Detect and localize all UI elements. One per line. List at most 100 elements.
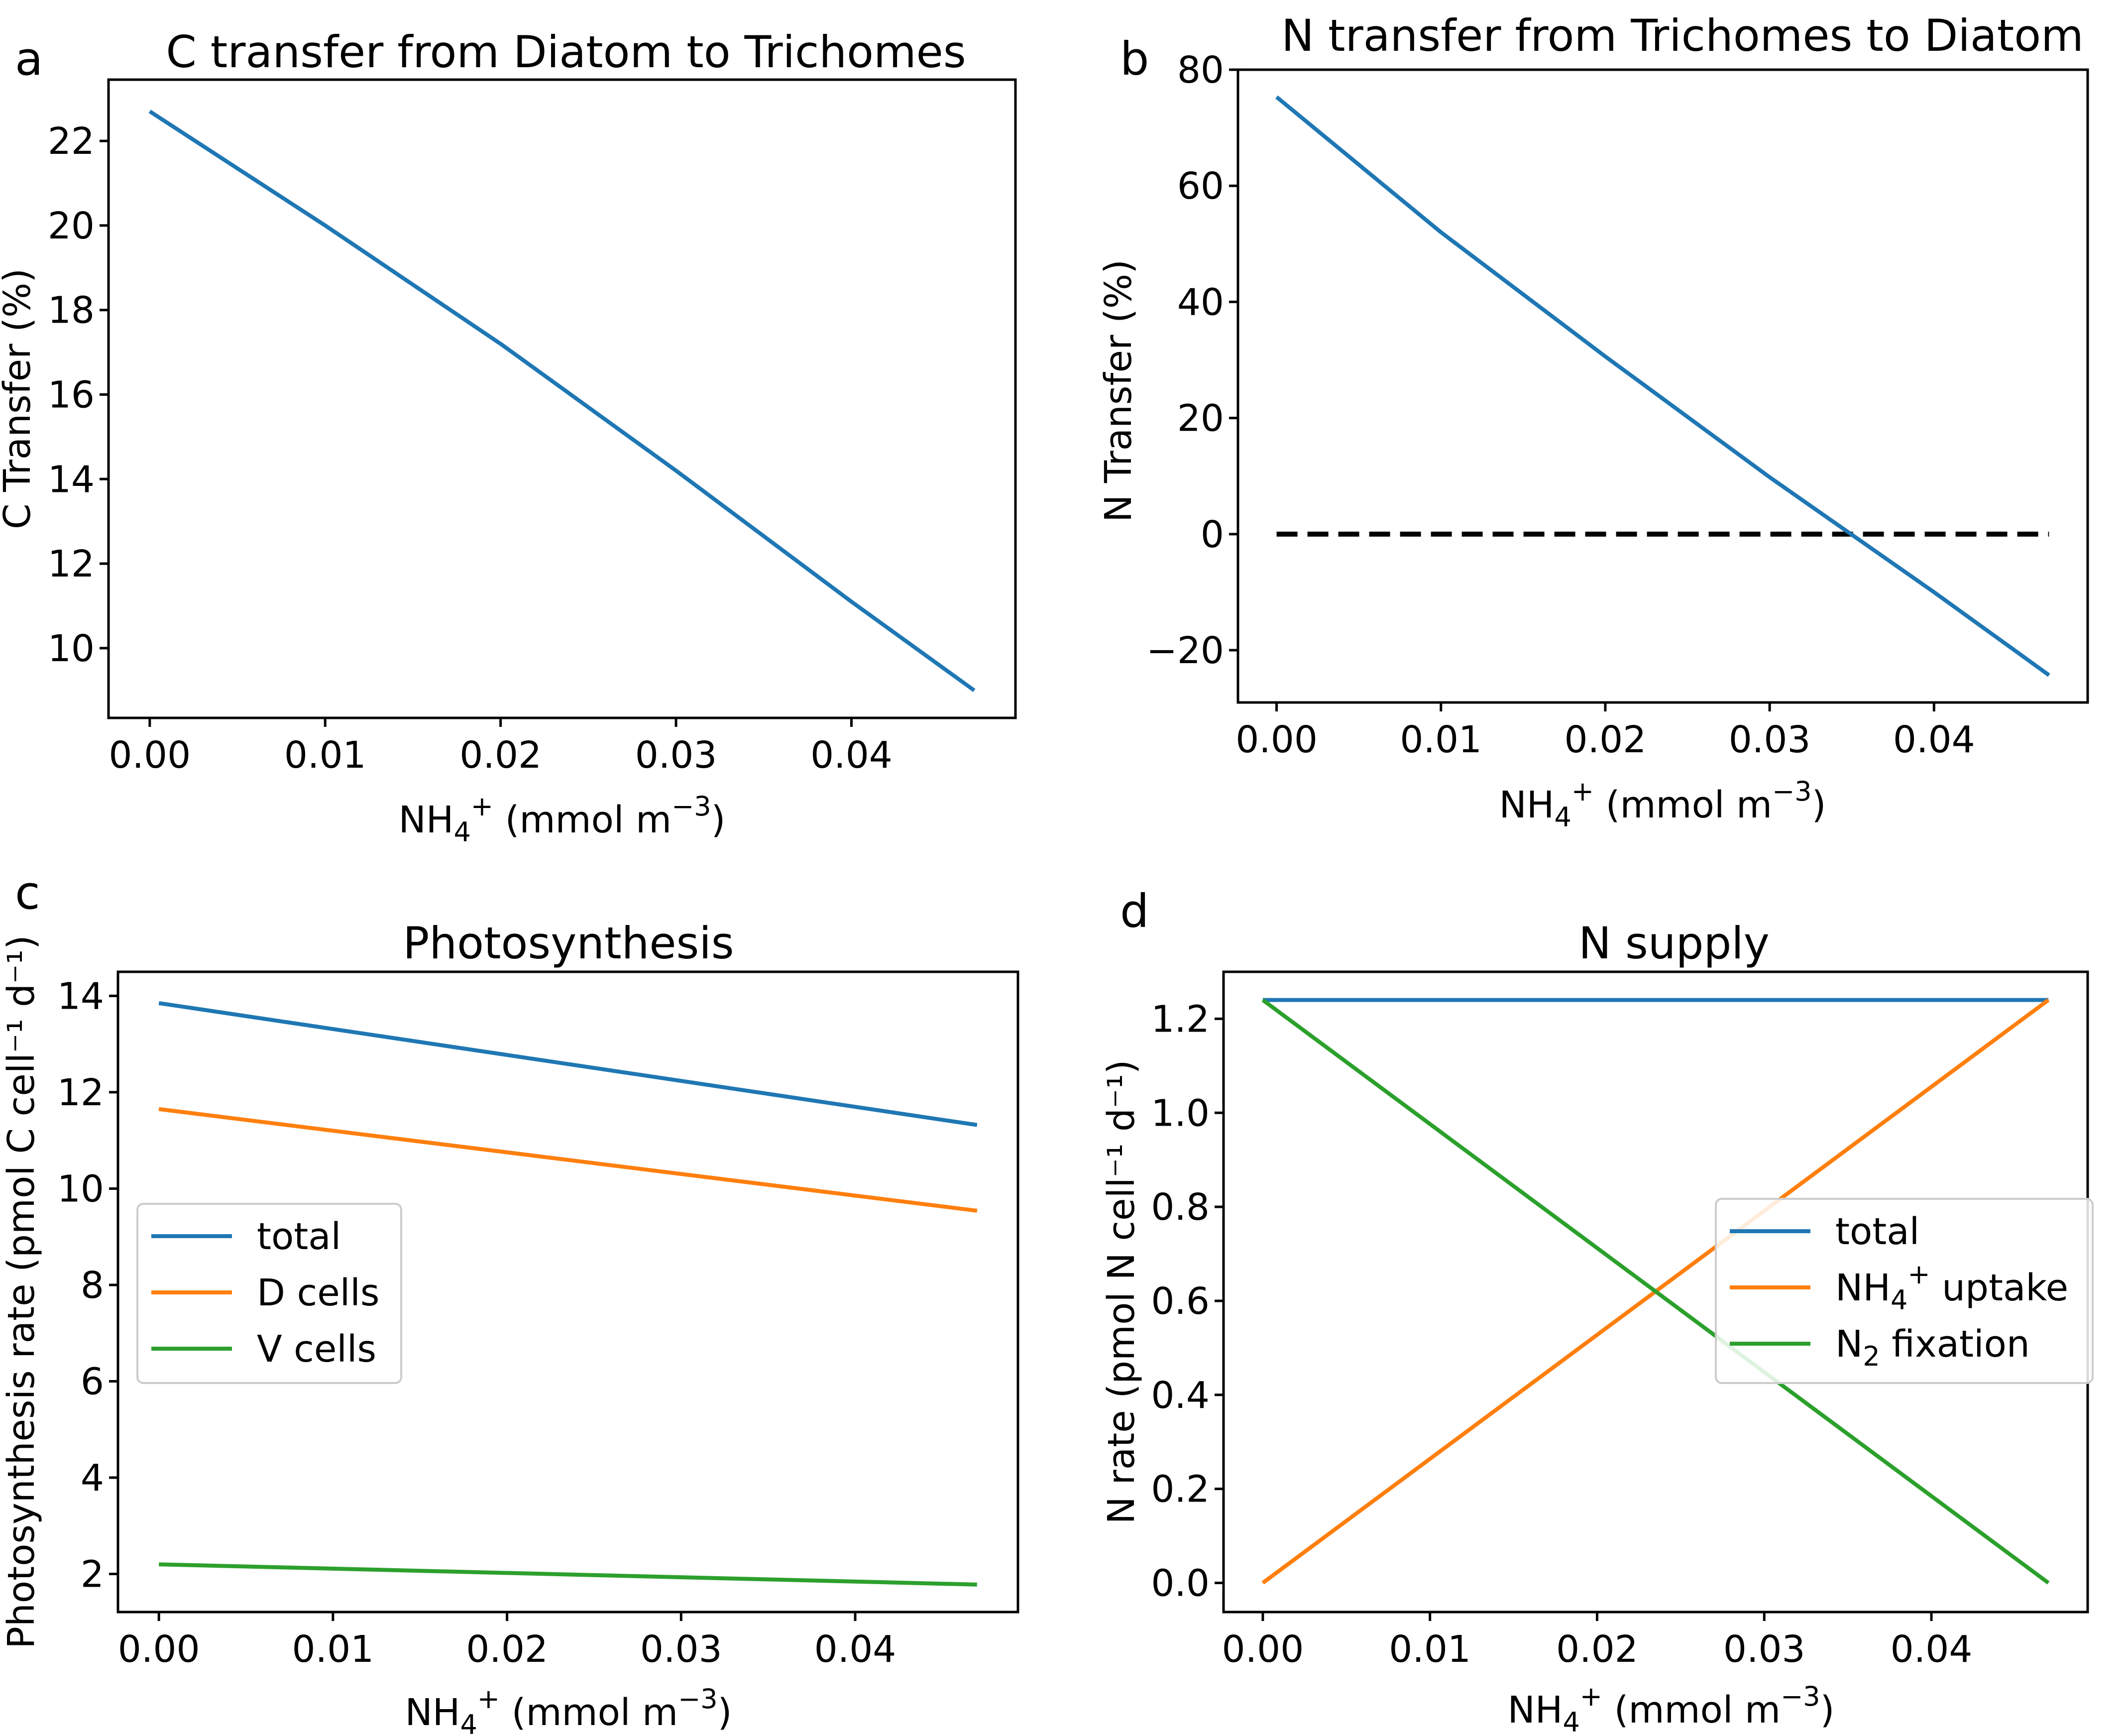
- panel-letter: a: [15, 32, 43, 86]
- y-tick-label: 18: [48, 289, 95, 332]
- series-line-c-transfer: [150, 112, 974, 691]
- x-axis-label: NH4+ (mmol m−3): [405, 1683, 732, 1736]
- y-axis-label: Photosynthesis rate (pmol C cell⁻¹ d⁻¹): [0, 935, 43, 1648]
- legend-label: NH4+ uptake: [1835, 1259, 2068, 1316]
- x-tick-label: 0.01: [292, 1628, 374, 1671]
- x-axis-label: NH4+ (mmol m−3): [1499, 776, 1826, 833]
- x-label-main: NH: [1507, 1689, 1563, 1732]
- panel-letter: c: [15, 866, 40, 920]
- x-label-sup: +: [471, 791, 493, 822]
- x-tick-label: 0.04: [814, 1628, 896, 1671]
- y-tick-label: 12: [57, 1071, 104, 1114]
- legend-label: total: [1835, 1210, 1919, 1253]
- panel-b: b N transfer from Trichomes to Diatom 0.…: [1097, 10, 2088, 833]
- series-lines: [1277, 97, 2049, 675]
- x-tick-label: 0.00: [1235, 718, 1318, 761]
- x-axis-label: NH4+ (mmol m−3): [398, 791, 725, 848]
- y-tick-label: 0.8: [1151, 1186, 1210, 1229]
- panel-d: d N supply 0.00 0.01 0.02 0.03 0.04 0.00.20.…: [1100, 885, 2093, 1736]
- y-tick-label: 22: [48, 120, 95, 163]
- panel-title: N transfer from Trichomes to Diatom: [1281, 10, 2084, 61]
- x-label-rest: (mmol m: [1594, 784, 1772, 826]
- legend: total NH4+ uptake N2 fixation: [1716, 1199, 2093, 1383]
- y-axis-label: C Transfer (%): [0, 268, 39, 529]
- x-label-unit-sup: −3: [1781, 1681, 1820, 1712]
- y-ticks: 2 4 6 8 10 12 14: [57, 975, 118, 1596]
- y-tick-label: 4: [81, 1457, 104, 1500]
- y-tick-label: 20: [1177, 397, 1224, 440]
- x-label-main: NH: [1499, 784, 1554, 826]
- legend-label: total: [257, 1215, 341, 1258]
- x-tick-label: 0.04: [810, 734, 893, 777]
- panel-title: N supply: [1578, 918, 1770, 969]
- x-label-main: NH: [398, 799, 453, 841]
- x-label-close: ): [1820, 1689, 1835, 1732]
- x-tick-label: 0.01: [1400, 718, 1482, 761]
- y-tick-label: 12: [48, 543, 95, 585]
- panel-a: a C transfer from Diatom to Trichomes 0.…: [0, 26, 1015, 848]
- y-tick-label: 20: [48, 205, 95, 247]
- y-tick-label: 2: [81, 1553, 104, 1596]
- x-label-close: ): [711, 799, 726, 841]
- x-ticks: 0.00 0.01 0.02 0.03 0.04: [109, 718, 892, 777]
- y-tick-label: 16: [48, 374, 95, 417]
- x-label-sub: 4: [1554, 802, 1571, 833]
- x-label-sup: +: [1580, 1681, 1602, 1712]
- plot-frame: [1238, 70, 2088, 702]
- y-tick-label: 14: [48, 458, 95, 501]
- panel-title: C transfer from Diatom to Trichomes: [166, 26, 966, 78]
- x-ticks: 0.00 0.01 0.02 0.03 0.04: [118, 1612, 896, 1671]
- x-tick-label: 0.03: [635, 734, 717, 777]
- x-label-rest: (mmol m: [1602, 1689, 1781, 1732]
- series-line-v-cells: [159, 1564, 977, 1585]
- x-label-unit-sup: −3: [1772, 776, 1812, 807]
- x-label-close: ): [1812, 784, 1826, 826]
- figure: a C transfer from Diatom to Trichomes 0.…: [0, 0, 2126, 1736]
- y-tick-label: 80: [1177, 49, 1224, 92]
- x-label-rest: (mmol m: [500, 1691, 678, 1734]
- x-tick-label: 0.03: [640, 1628, 722, 1671]
- x-tick-label: 0.01: [284, 734, 366, 777]
- x-label-rest: (mmol m: [493, 799, 671, 841]
- y-tick-label: 1.2: [1151, 998, 1210, 1041]
- y-ticks: −20 0 20 40 60 80: [1146, 49, 1238, 672]
- x-tick-label: 0.02: [1565, 718, 1647, 761]
- x-label-sup: +: [477, 1683, 500, 1715]
- y-tick-label: 14: [57, 975, 104, 1018]
- series-line-total: [159, 1003, 977, 1125]
- y-tick-label: 10: [57, 1167, 104, 1210]
- legend-label: D cells: [257, 1272, 379, 1314]
- y-tick-label: 6: [81, 1360, 104, 1403]
- x-label-unit-sup: −3: [671, 791, 711, 822]
- x-ticks: 0.00 0.01 0.02 0.03 0.04: [1222, 1612, 1973, 1671]
- panel-title: Photosynthesis: [403, 918, 734, 969]
- x-tick-label: 0.04: [1893, 718, 1975, 761]
- y-tick-label: 1.0: [1151, 1092, 1210, 1135]
- x-tick-label: 0.02: [459, 734, 542, 777]
- y-tick-label: −20: [1146, 629, 1224, 672]
- y-axis-label: N rate (pmol N cell⁻¹ d⁻¹): [1100, 1059, 1143, 1524]
- x-ticks: 0.00 0.01 0.02 0.03 0.04: [1235, 702, 1975, 761]
- x-label-close: ): [718, 1691, 732, 1734]
- x-tick-label: 0.00: [118, 1628, 200, 1671]
- y-tick-label: 40: [1177, 281, 1224, 324]
- x-label-sub: 4: [1563, 1707, 1579, 1736]
- legend-label: V cells: [257, 1328, 376, 1371]
- panel-letter: d: [1120, 885, 1149, 938]
- x-tick-label: 0.01: [1389, 1628, 1471, 1671]
- panel-letter: b: [1120, 32, 1149, 86]
- panel-c: c Photosynthesis 0.00 0.01 0.02 0.03 0.04 2 4…: [0, 866, 1018, 1736]
- series-lines: [150, 112, 974, 691]
- x-tick-label: 0.00: [1222, 1628, 1304, 1671]
- x-label-sup: +: [1571, 776, 1594, 807]
- x-tick-label: 0.00: [109, 734, 191, 777]
- x-tick-label: 0.03: [1729, 718, 1811, 761]
- y-tick-label: 8: [81, 1264, 104, 1307]
- x-tick-label: 0.02: [466, 1628, 548, 1671]
- series-line-n-transfer: [1277, 97, 2049, 675]
- x-label-unit-sup: −3: [678, 1683, 718, 1715]
- y-ticks: 10121416182022: [48, 120, 109, 670]
- x-tick-label: 0.04: [1891, 1628, 1973, 1671]
- series-line-d-cells: [159, 1109, 977, 1211]
- x-tick-label: 0.02: [1556, 1628, 1638, 1671]
